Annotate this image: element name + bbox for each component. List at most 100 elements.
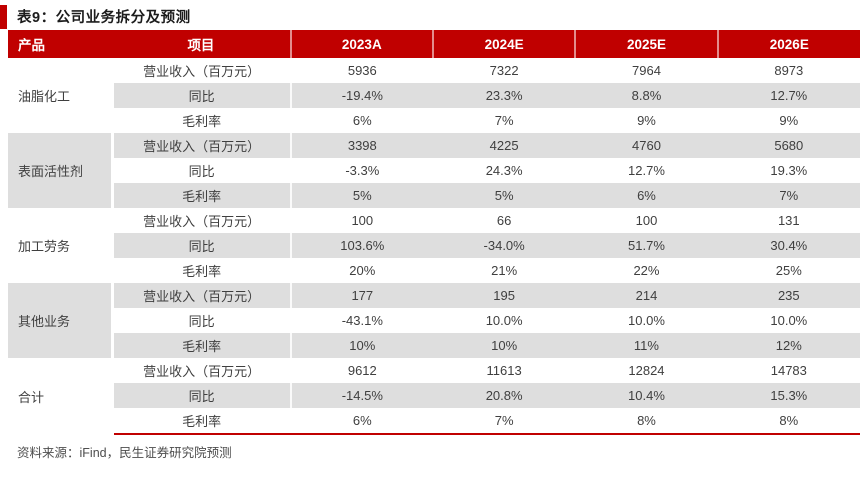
- value-cell: 14783: [717, 358, 860, 383]
- value-cell: 9%: [575, 108, 718, 133]
- value-cell: 9612: [290, 358, 433, 383]
- value-cell: 7322: [432, 58, 576, 83]
- metric-label-cell: 同比: [112, 158, 292, 183]
- table-row: 合计 营业收入（百万元） 9612 11613 12824 14783: [8, 358, 860, 434]
- column-header-1: 项目: [112, 30, 291, 58]
- value-cell: 8%: [575, 408, 718, 435]
- value-cell: -43.1%: [290, 308, 433, 333]
- value-cell: 5%: [432, 183, 576, 208]
- table-row: 同比 -14.5% 20.8% 10.4% 15.3%: [8, 383, 860, 408]
- value-cell: 235: [717, 283, 860, 308]
- product-cell: 其他业务: [8, 283, 114, 358]
- value-cell: 6%: [290, 408, 433, 435]
- value-cell: -3.3%: [290, 158, 433, 183]
- table-row: 油脂化工 营业收入（百万元） 5936 7322 7964 8973: [8, 58, 860, 133]
- value-cell: 51.7%: [575, 233, 718, 258]
- table-row: 其他业务 营业收入（百万元） 177 195 214 235: [8, 283, 860, 358]
- value-cell: 5%: [290, 183, 433, 208]
- metric-label-cell: 营业收入（百万元）: [112, 358, 292, 383]
- value-cell: 5680: [717, 133, 860, 158]
- value-cell: 103.6%: [290, 233, 433, 258]
- column-header-2: 2023A: [289, 30, 433, 58]
- metric-label-cell: 营业收入（百万元）: [112, 208, 292, 233]
- column-header-5: 2026E: [716, 30, 860, 58]
- table-header-row: 产品 项目 2023A 2024E 2025E 2026E: [8, 30, 860, 58]
- value-cell: 24.3%: [432, 158, 576, 183]
- value-cell: 177: [290, 283, 433, 308]
- table-title-row: 表9：公司业务拆分及预测: [0, 4, 867, 29]
- value-cell: 6%: [290, 108, 433, 133]
- value-cell: 8973: [717, 58, 860, 83]
- metric-label-cell: 毛利率: [112, 108, 292, 133]
- value-cell: -14.5%: [290, 383, 433, 408]
- value-cell: 6%: [575, 183, 718, 208]
- value-cell: 10.4%: [575, 383, 718, 408]
- value-cell: 10.0%: [432, 308, 576, 333]
- value-cell: 4225: [432, 133, 576, 158]
- title-accent-bar: [0, 4, 7, 29]
- product-cell: 表面活性剂: [8, 133, 114, 208]
- metric-label-cell: 同比: [112, 308, 292, 333]
- value-cell: 19.3%: [717, 158, 860, 183]
- value-cell: 8.8%: [575, 83, 718, 108]
- table-row: 同比 -19.4% 23.3% 8.8% 12.7%: [8, 83, 860, 108]
- column-header-4: 2025E: [574, 30, 718, 58]
- value-cell: 15.3%: [717, 383, 860, 408]
- table-row: 同比 -43.1% 10.0% 10.0% 10.0%: [8, 308, 860, 333]
- metric-label-cell: 同比: [112, 383, 292, 408]
- value-cell: 23.3%: [432, 83, 576, 108]
- value-cell: -34.0%: [432, 233, 576, 258]
- table-row: 同比 103.6% -34.0% 51.7% 30.4%: [8, 233, 860, 258]
- value-cell: 100: [575, 208, 718, 233]
- value-cell: 7%: [432, 108, 576, 133]
- value-cell: 8%: [717, 408, 860, 435]
- value-cell: 10.0%: [575, 308, 718, 333]
- value-cell: 11%: [575, 333, 718, 358]
- table-header: 产品 项目 2023A 2024E 2025E 2026E: [8, 30, 860, 58]
- value-cell: 7%: [717, 183, 860, 208]
- business-forecast-table: 产品 项目 2023A 2024E 2025E 2026E 油脂化工 营业收入（百万元） 59…: [8, 30, 860, 435]
- value-cell: -19.4%: [290, 83, 433, 108]
- value-cell: 10%: [432, 333, 576, 358]
- table-row: 毛利率 6% 7% 8% 8%: [8, 408, 860, 435]
- value-cell: 3398: [290, 133, 433, 158]
- value-cell: 131: [717, 208, 860, 233]
- metric-label-cell: 毛利率: [112, 183, 292, 208]
- value-cell: 214: [575, 283, 718, 308]
- value-cell: 100: [290, 208, 433, 233]
- table-row: 表面活性剂 营业收入（百万元） 3398 4225 4760 5680: [8, 133, 860, 208]
- value-cell: 30.4%: [717, 233, 860, 258]
- value-cell: 25%: [717, 258, 860, 283]
- value-cell: 12824: [575, 358, 718, 383]
- table-row: 毛利率 6% 7% 9% 9%: [8, 108, 860, 133]
- metric-label-cell: 同比: [112, 83, 292, 108]
- value-cell: 22%: [575, 258, 718, 283]
- value-cell: 12.7%: [717, 83, 860, 108]
- product-cell: 合计: [8, 358, 114, 434]
- value-cell: 11613: [432, 358, 576, 383]
- metric-label-cell: 毛利率: [112, 408, 292, 435]
- column-header-0: 产品: [8, 30, 113, 58]
- value-cell: 12%: [717, 333, 860, 358]
- value-cell: 9%: [717, 108, 860, 133]
- metric-label-cell: 毛利率: [112, 258, 292, 283]
- table-title: 表9：公司业务拆分及预测: [17, 10, 191, 26]
- value-cell: 195: [432, 283, 576, 308]
- table-row: 毛利率 5% 5% 6% 7%: [8, 183, 860, 208]
- table-row: 同比 -3.3% 24.3% 12.7% 19.3%: [8, 158, 860, 183]
- value-cell: 7964: [575, 58, 718, 83]
- metric-label-cell: 营业收入（百万元）: [112, 133, 292, 158]
- value-cell: 66: [432, 208, 576, 233]
- metric-label-cell: 同比: [112, 233, 292, 258]
- value-cell: 20%: [290, 258, 433, 283]
- product-cell: 加工劳务: [8, 208, 114, 283]
- table-row: 毛利率 20% 21% 22% 25%: [8, 258, 860, 283]
- value-cell: 10.0%: [717, 308, 860, 333]
- value-cell: 4760: [575, 133, 718, 158]
- column-header-3: 2024E: [431, 30, 576, 58]
- value-cell: 12.7%: [575, 158, 718, 183]
- value-cell: 10%: [290, 333, 433, 358]
- value-cell: 5936: [290, 58, 433, 83]
- product-cell: 油脂化工: [8, 58, 114, 133]
